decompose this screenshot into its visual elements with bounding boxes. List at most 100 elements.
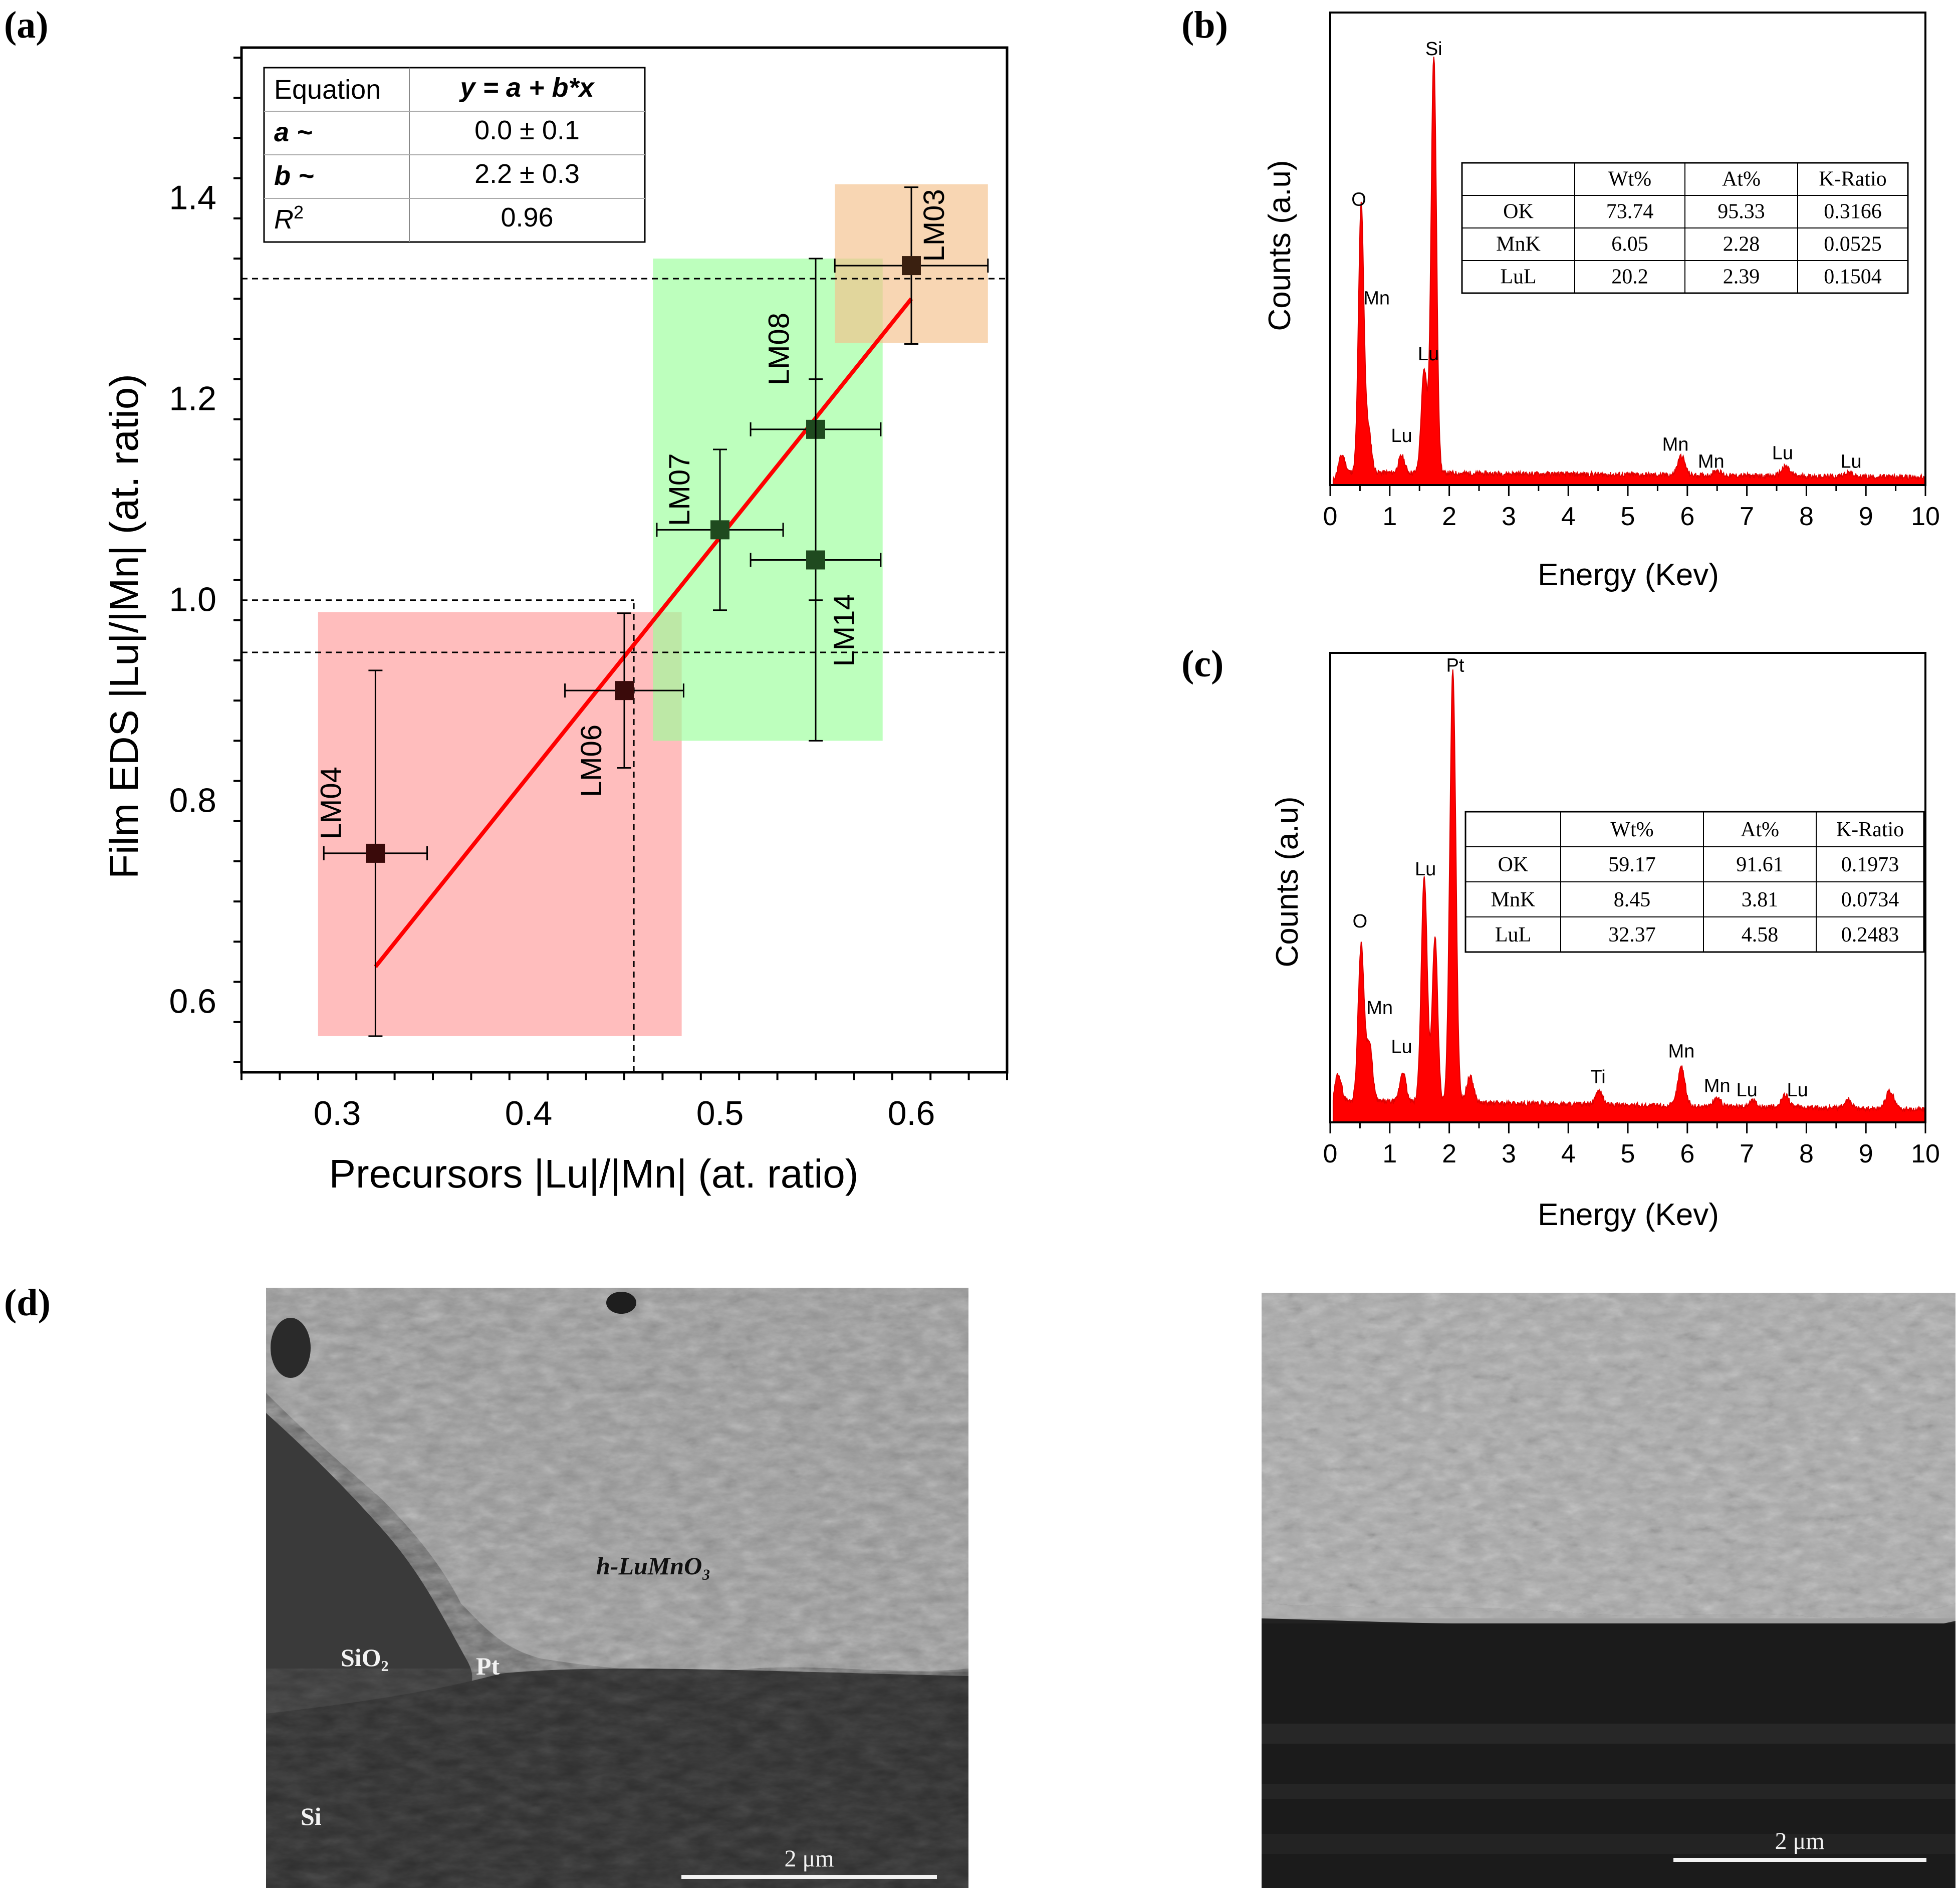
b-table-cell: OK (1503, 200, 1534, 223)
a-table-row-value: 2.2 ± 0.3 (474, 159, 580, 189)
b-peak-labels: O Si Mn Lu Lu Mn Mn Lu Lu (1351, 39, 1861, 472)
b-table-cell: 2.39 (1723, 266, 1760, 289)
c-table-cell: 0.0734 (1841, 888, 1899, 911)
c-y-axis-label: Counts (a.u) (1270, 796, 1305, 967)
b-peak-label: Mn (1363, 288, 1390, 309)
b-table-cell: 0.3166 (1824, 200, 1882, 223)
b-table-cell: 6.05 (1611, 233, 1648, 256)
a-x-tick-label: 0.5 (696, 1094, 744, 1132)
a-fit-line (374, 297, 913, 968)
c-peak-label: Mn (1704, 1075, 1731, 1096)
a-point-lm14: LM14 (750, 378, 882, 742)
a-y-tick-label: 1.0 (169, 581, 216, 619)
c-x-tick-label: 7 (1740, 1139, 1754, 1168)
a-x-tick-label: 0.4 (505, 1094, 553, 1132)
a-point-marker (366, 843, 385, 863)
a-table-row-value: 0.0 ± 0.1 (474, 115, 580, 145)
b-composition-table: Wt% At% K-Ratio OK 73.74 95.33 0.3166 MnK 6.05 2.… (1461, 162, 1909, 294)
c-table-header-cell: K-Ratio (1836, 818, 1904, 841)
c-peak-label: Ti (1590, 1067, 1605, 1088)
b-peak-label: Lu (1840, 451, 1861, 472)
b-table-cell: 95.33 (1718, 200, 1765, 223)
c-x-tick-label: 1 (1382, 1139, 1397, 1168)
b-peak-label: Si (1425, 39, 1442, 60)
a-y-tick-label: 0.8 (169, 782, 216, 820)
b-table-cell: 2.28 (1723, 233, 1760, 256)
b-x-tick-label: 8 (1799, 502, 1814, 531)
b-x-tick-label: 0 (1323, 502, 1338, 531)
b-table-cell: 0.1504 (1824, 266, 1882, 289)
b-table-cell: MnK (1496, 233, 1541, 256)
a-data-points: LM04 LM06 LM07 LM08 LM14 LM03 (315, 186, 989, 1037)
a-table-row-value: 0.96 (501, 202, 553, 232)
a-y-tick-label: 1.2 (169, 380, 216, 418)
c-spectrum-area (1332, 669, 1926, 1123)
a-point-marker (710, 520, 729, 540)
b-table-cell: 73.74 (1606, 200, 1654, 223)
c-table-cell: 4.58 (1742, 923, 1779, 946)
panel-label-d: (d) (4, 1282, 51, 1324)
panel-a-scatter-chart: 0.3 0.4 0.5 0.6 0.6 0.8 1.0 1.2 1.4 LM04 LM06 LM07… (102, 46, 1009, 1196)
c-table-cell: MnK (1491, 888, 1536, 911)
sem-left-sio2-label: SiO₂ (341, 1643, 389, 1672)
a-fit-line-group (374, 297, 913, 968)
sem-left-pt-label: Pt (476, 1652, 500, 1680)
a-fit-table: Equation y = a + b*x a ~ 0.0 ± 0.1 b ~ 2.2 ± … (263, 67, 646, 243)
sem-left-film-label: h-LuMnO₃ (596, 1552, 711, 1580)
b-peak-label: Mn (1698, 451, 1725, 472)
b-table-cell: 20.2 (1611, 266, 1648, 289)
c-table-cell: 8.45 (1614, 888, 1651, 911)
b-table-cell: LuL (1500, 266, 1536, 289)
c-x-tick-label: 0 (1323, 1139, 1338, 1168)
a-axis-ticks: 0.3 0.4 0.5 0.6 0.6 0.8 1.0 1.2 1.4 (169, 57, 1008, 1132)
c-x-tick-label: 3 (1502, 1139, 1516, 1168)
a-point-lm04: LM04 (315, 669, 428, 1037)
a-table-header-label: Equation (274, 75, 381, 105)
b-table-header-cell: K-Ratio (1819, 168, 1886, 191)
a-table-row-label: b ~ (274, 161, 314, 191)
c-x-tick-label: 6 (1680, 1139, 1694, 1168)
c-peak-label: O (1353, 911, 1368, 932)
c-composition-table: Wt% At% K-Ratio OK 59.17 91.61 0.1973 MnK 8.45 3.… (1464, 811, 1925, 953)
a-point-label: LM08 (763, 313, 796, 385)
sem-right-image (1262, 1293, 1955, 1888)
a-point-marker (902, 256, 921, 276)
c-x-tick-label: 2 (1442, 1139, 1456, 1168)
c-x-tick-label: 5 (1621, 1139, 1635, 1168)
c-x-tick-label: 10 (1911, 1139, 1940, 1168)
c-table-cell: 0.2483 (1841, 923, 1899, 946)
b-axis-ticks: 0 1 2 3 4 5 6 7 8 9 10 (1323, 485, 1940, 531)
b-peak-label: Mn (1662, 434, 1689, 455)
c-peak-label: Lu (1736, 1080, 1757, 1101)
sem-left-si-label: Si (301, 1802, 322, 1830)
sem-right-scale-label: 2 μm (1775, 1828, 1824, 1854)
panel-label-b: (b) (1181, 4, 1228, 46)
a-point-lm03: LM03 (834, 186, 989, 345)
b-x-tick-label: 2 (1442, 502, 1456, 531)
b-x-axis-label: Energy (Kev) (1538, 558, 1719, 592)
panel-label-a: (a) (4, 4, 49, 46)
c-peak-label: Lu (1415, 859, 1436, 880)
a-point-lm06: LM06 (564, 612, 684, 797)
b-peak-label: Lu (1391, 425, 1412, 446)
b-table-cell: 0.0525 (1824, 233, 1882, 256)
b-x-tick-label: 5 (1621, 502, 1635, 531)
c-peak-label: Mn (1366, 998, 1393, 1019)
b-x-tick-label: 1 (1382, 502, 1397, 531)
a-point-label: LM03 (918, 189, 950, 262)
a-shaded-regions (318, 184, 988, 1036)
b-x-tick-label: 3 (1502, 502, 1516, 531)
b-y-axis-label: Counts (a.u) (1263, 160, 1297, 331)
a-point-label: LM06 (575, 725, 608, 797)
b-x-tick-label: 6 (1680, 502, 1694, 531)
c-table-cell: 59.17 (1608, 853, 1656, 876)
a-table-header-equation: y = a + b*x (458, 73, 595, 103)
c-x-tick-label: 9 (1859, 1139, 1873, 1168)
b-peak-label: Lu (1772, 443, 1793, 464)
a-y-tick-label: 0.6 (169, 983, 216, 1021)
c-axis-ticks: 0 1 2 3 4 5 6 7 8 9 10 (1323, 1122, 1940, 1168)
sem-left-scale-label: 2 μm (784, 1845, 834, 1872)
